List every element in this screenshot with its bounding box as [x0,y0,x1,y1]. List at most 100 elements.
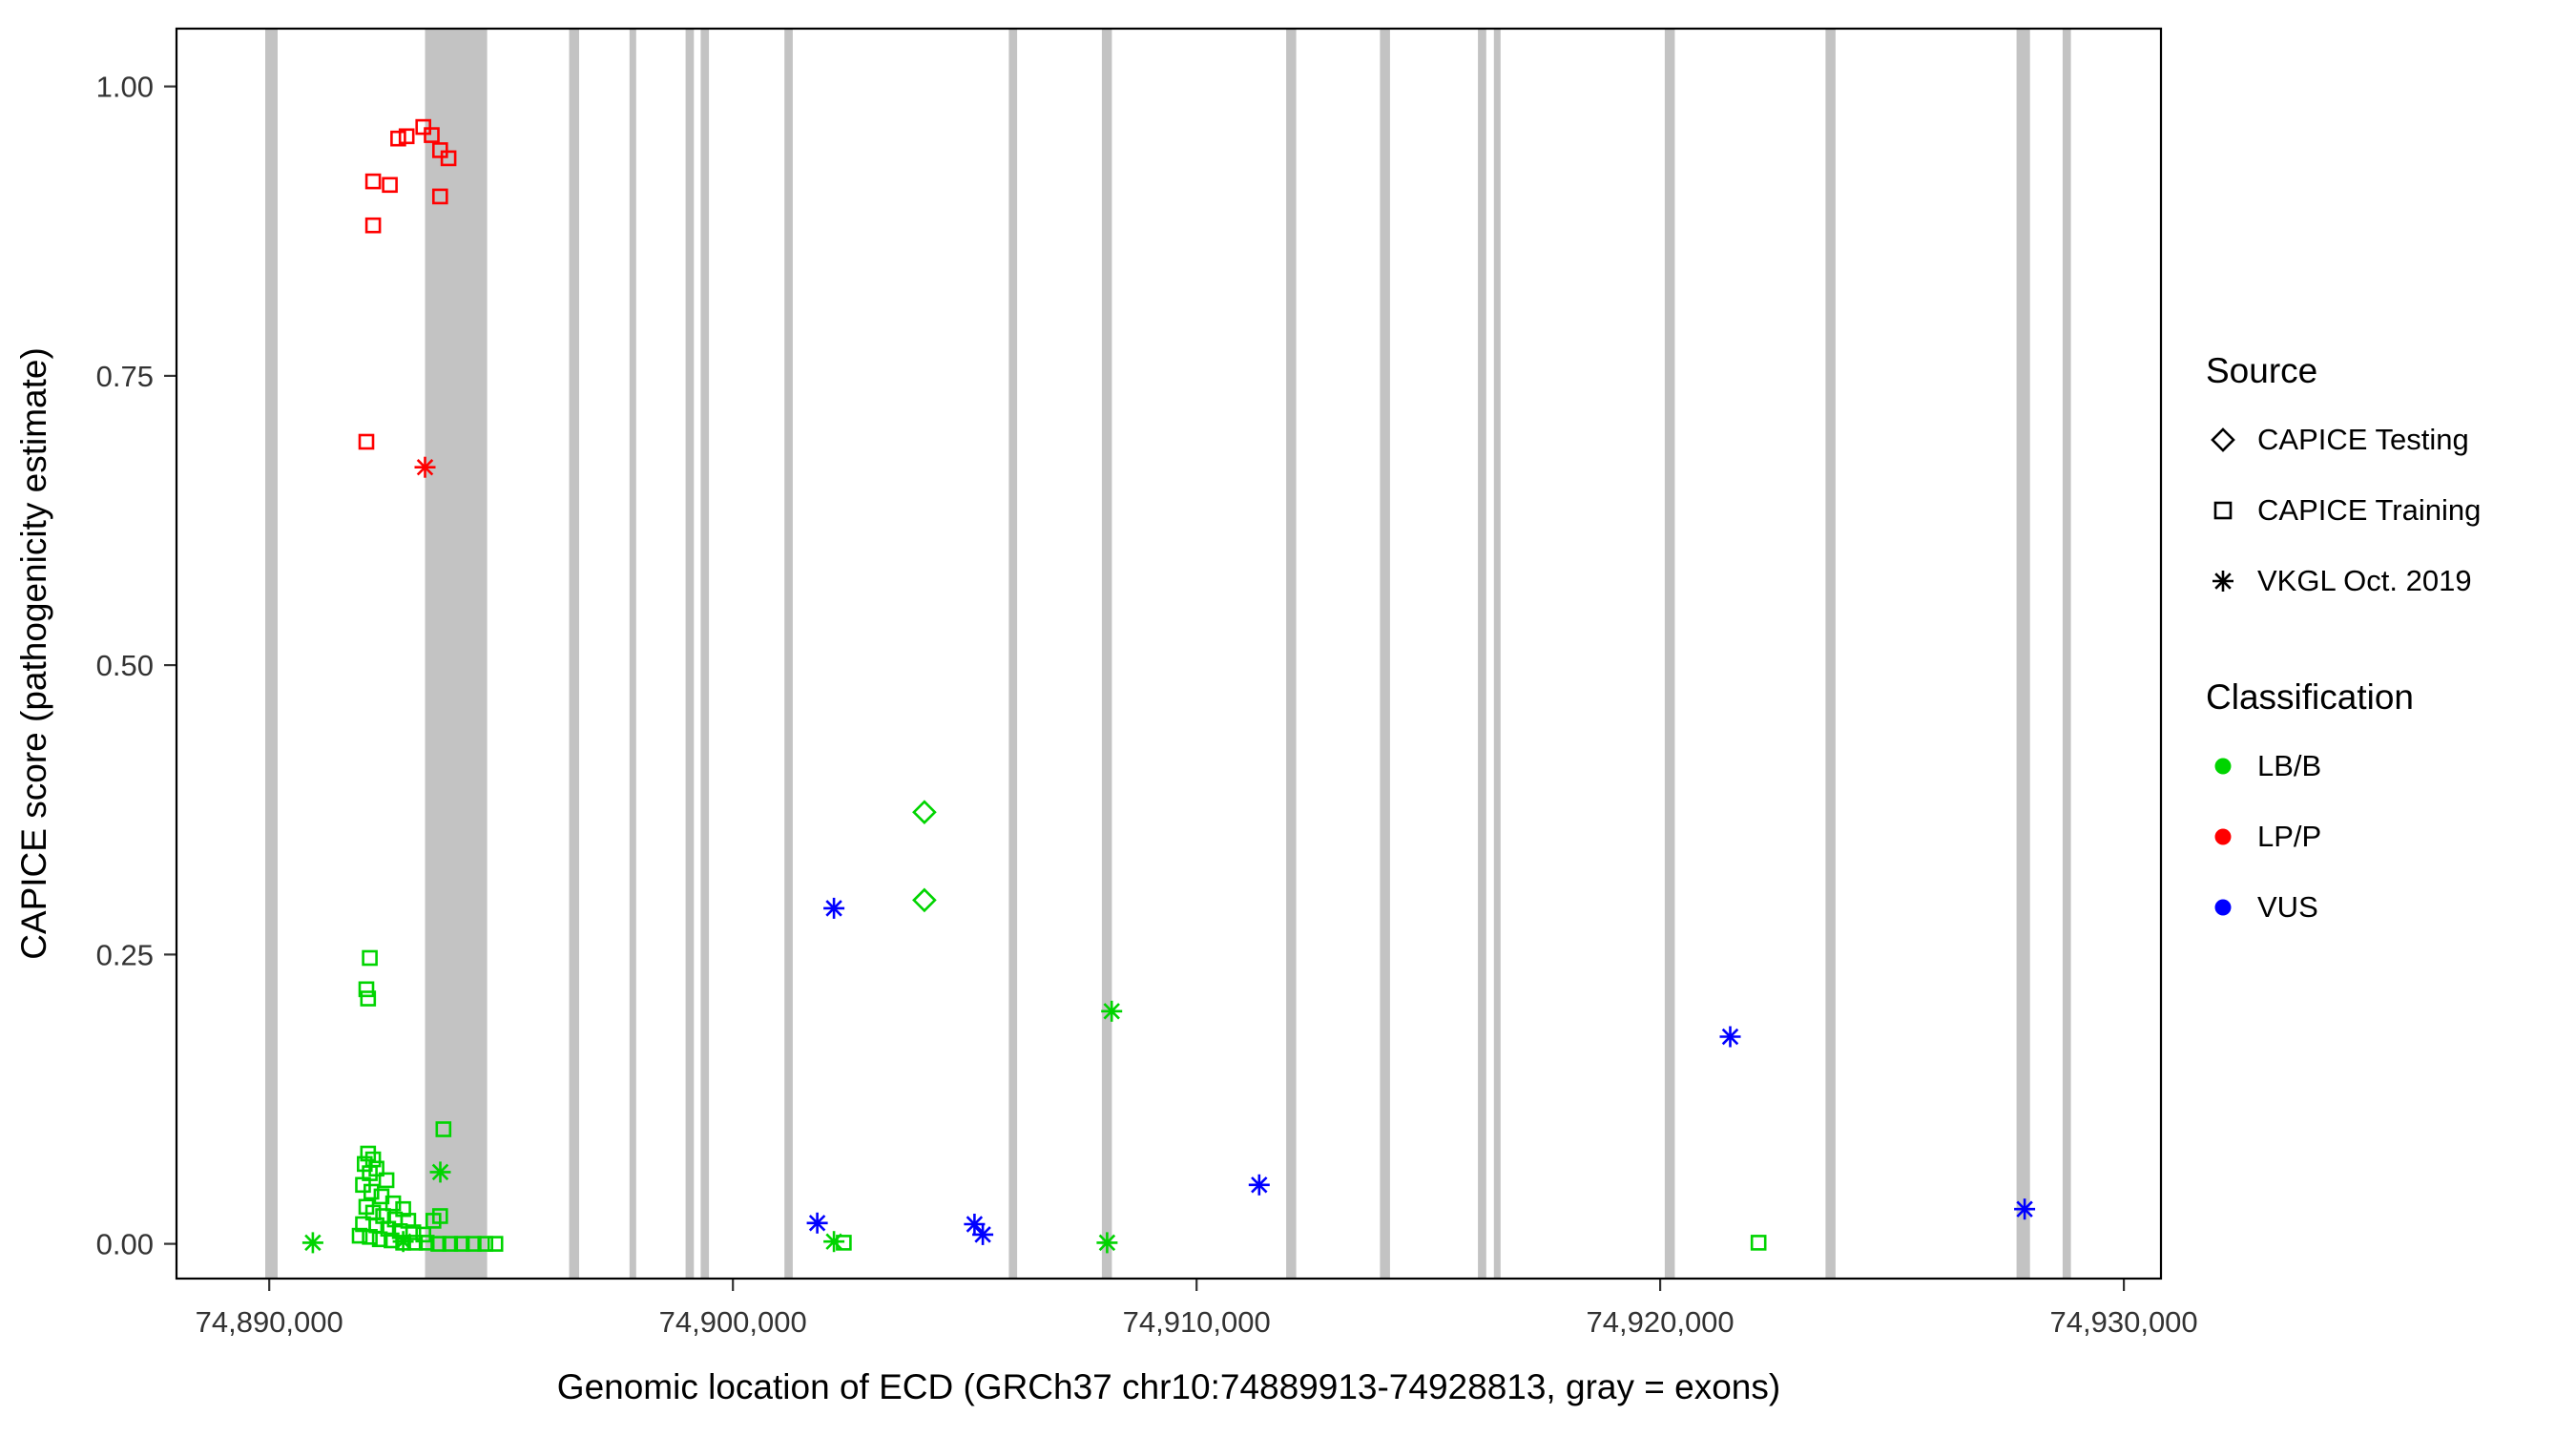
point-shape [351,1227,368,1244]
data-point [362,1229,378,1245]
exon-bar [1493,29,1501,1279]
y-tick-label: 0.00 [96,1228,154,1261]
point-shape [358,981,375,998]
data-point [414,456,436,478]
point-shape [430,1236,447,1252]
point-shape [487,1236,504,1252]
data-point [477,1236,494,1252]
point-shape [394,1233,412,1250]
data-point [466,1236,482,1252]
point-shape [400,1213,417,1229]
point-shape [363,1183,380,1200]
point-shape [431,142,448,158]
data-point [823,897,845,919]
legend-item-vkgl: VKGL Oct. 2019 [2206,546,2481,616]
point-shape [415,1226,432,1243]
point-shape [974,1226,991,1243]
legend-label-lbb: LB/B [2257,749,2322,782]
data-point [435,1121,452,1137]
y-tick-label: 0.75 [96,360,154,393]
point-shape [380,1220,397,1238]
data-point [487,1236,504,1252]
data-point [363,1183,380,1200]
data-point [364,217,382,234]
point-shape [360,990,377,1007]
exon-bar [700,29,710,1279]
blue-dot-icon [2206,890,2240,925]
exon-bar [1664,29,1675,1279]
data-point [806,1212,828,1234]
data-point [2014,1198,2036,1220]
data-point [351,1227,368,1244]
data-point [972,1223,994,1245]
data-point [418,1235,435,1251]
point-shape [1098,1234,1116,1252]
point-shape [912,887,937,913]
legend-label-capice-training: CAPICE Training [2257,493,2482,527]
data-point [823,1231,845,1253]
y-tick-label: 0.50 [96,649,154,682]
legend-item-capice-training: CAPICE Training [2206,475,2481,546]
point-shape [1721,1028,1739,1046]
data-point [912,800,937,825]
legend-source-title: Source [2206,351,2318,390]
legend: Source CAPICE Testing CAPICE Training [2206,351,2481,943]
diamond-icon [2206,423,2240,457]
data-point [424,127,440,143]
point-shape [442,1236,459,1252]
data-point [364,173,382,190]
point-shape [2016,1200,2033,1217]
point-shape [1251,1176,1268,1194]
data-point [392,1231,414,1253]
point-shape [358,433,375,450]
point-shape [398,128,415,145]
data-point [405,1224,422,1240]
legend-classification-group: Classification LB/B LP/P [2206,677,2481,943]
asterisk-icon [2206,564,2240,598]
data-point [453,1236,470,1252]
data-point [380,1220,397,1238]
point-shape [364,173,382,190]
point-shape [466,1236,482,1252]
data-point [430,1236,447,1252]
x-axis-title: Genomic location of ECD (GRCh37 chr10:74… [557,1367,1780,1406]
data-point [400,1213,417,1229]
point-shape [362,949,378,967]
data-point [358,981,375,998]
point-shape [415,118,432,135]
exon-bars [265,29,2071,1279]
exon-bar [569,29,579,1279]
point-shape [825,1233,842,1250]
data-point [415,1226,432,1243]
exon-bar [629,29,636,1279]
point-shape [453,1236,470,1252]
point-shape [382,177,398,194]
exon-bar [1286,29,1297,1279]
plot-panel-border [175,27,2163,1280]
data-point [390,130,406,147]
exon-bar [1825,29,1836,1279]
data-point [301,1232,323,1254]
data-point [371,1231,388,1248]
data-point [358,433,375,450]
data-point [442,1236,459,1252]
point-shape [966,1216,984,1233]
axis-ticks: 74,890,000 74,900,000 74,910,000 74,920,000… [96,71,2198,1339]
exon-bar [1380,29,1390,1279]
point-shape [477,1236,494,1252]
point-shape [395,1200,411,1217]
y-tick-label: 1.00 [96,71,154,104]
legend-label-lpp: LP/P [2257,820,2322,853]
red-dot-icon [2206,820,2240,854]
x-tick-label: 74,920,000 [1587,1305,1735,1339]
data-point [398,128,415,145]
point-shape [364,217,382,234]
point-shape [1103,1003,1120,1020]
point-shape [440,150,457,167]
data-point [964,1214,986,1235]
point-shape [435,1121,452,1137]
point-shape [390,130,406,147]
point-shape [304,1234,322,1252]
